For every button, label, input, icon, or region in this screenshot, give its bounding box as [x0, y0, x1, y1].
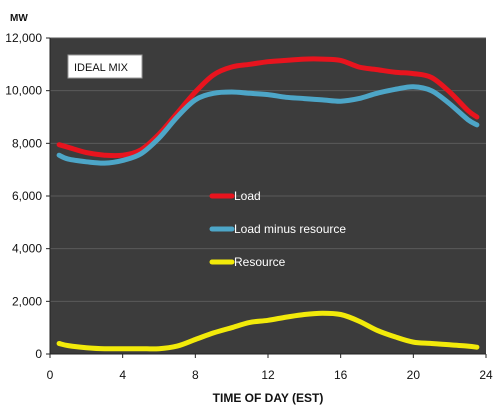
x-axis-ticks: 0 4 8 12 16 20 24	[47, 354, 493, 382]
x-tick-label: 0	[47, 368, 54, 382]
series-line-load	[56, 56, 480, 159]
y-tick-label: 4,000	[12, 242, 42, 256]
legend: Load Load minus resource Resource	[209, 189, 346, 269]
y-tick-label: 0	[35, 347, 42, 361]
annotation-label: IDEAL MIX	[74, 62, 129, 74]
x-axis-title: TIME OF DAY (EST)	[213, 391, 324, 405]
y-tick-label: 12,000	[5, 31, 42, 45]
legend-label-load: Load	[234, 189, 261, 203]
y-tick-label: 2,000	[12, 294, 42, 308]
series-lines	[56, 56, 480, 352]
y-axis-ticks: 0 2,000 4,000 6,000 8,000 10,000 12,000	[5, 31, 50, 361]
y-tick-label: 8,000	[12, 136, 42, 150]
x-tick-label: 8	[192, 368, 199, 382]
x-tick-label: 12	[261, 368, 275, 382]
series-line-resource	[56, 310, 480, 352]
y-tick-label: 10,000	[5, 84, 42, 98]
legend-label-resource: Resource	[234, 255, 286, 269]
legend-label-load-minus-resource: Load minus resource	[234, 222, 346, 236]
series-line-load-minus-resource	[56, 84, 480, 166]
annotation-box-frame	[67, 54, 143, 79]
x-tick-label: 16	[334, 368, 348, 382]
x-tick-label: 4	[119, 368, 126, 382]
y-tick-label: 6,000	[12, 189, 42, 203]
annotation-box: IDEAL MIX	[67, 54, 143, 79]
x-tick-label: 20	[407, 368, 421, 382]
x-tick-label: 24	[479, 368, 493, 382]
y-unit-label: MW	[10, 13, 28, 24]
